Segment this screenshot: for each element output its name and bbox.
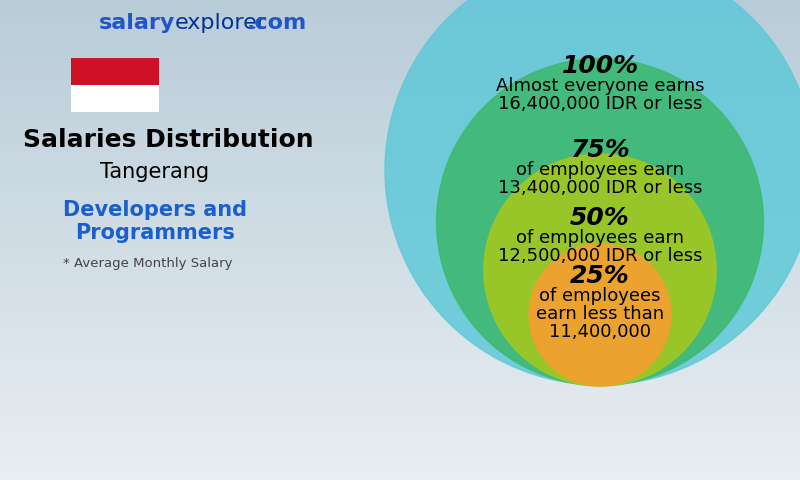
FancyBboxPatch shape [0, 336, 800, 344]
Text: 25%: 25% [570, 264, 630, 288]
FancyBboxPatch shape [0, 288, 800, 296]
Circle shape [385, 0, 800, 385]
FancyBboxPatch shape [0, 200, 800, 208]
FancyBboxPatch shape [0, 63, 800, 72]
Text: salary: salary [98, 13, 175, 33]
FancyBboxPatch shape [0, 375, 800, 384]
FancyBboxPatch shape [0, 231, 800, 240]
FancyBboxPatch shape [0, 24, 800, 32]
FancyBboxPatch shape [0, 432, 800, 440]
FancyBboxPatch shape [0, 447, 800, 456]
Text: 16,400,000 IDR or less: 16,400,000 IDR or less [498, 95, 702, 113]
FancyBboxPatch shape [0, 224, 800, 232]
Text: of employees earn: of employees earn [516, 161, 684, 179]
Text: 50%: 50% [570, 206, 630, 230]
FancyBboxPatch shape [0, 104, 800, 112]
FancyBboxPatch shape [0, 303, 800, 312]
FancyBboxPatch shape [0, 216, 800, 224]
FancyBboxPatch shape [0, 15, 800, 24]
FancyBboxPatch shape [0, 96, 800, 104]
Text: Salaries Distribution: Salaries Distribution [22, 128, 314, 152]
FancyBboxPatch shape [0, 368, 800, 376]
FancyBboxPatch shape [0, 296, 800, 304]
FancyBboxPatch shape [0, 351, 800, 360]
FancyBboxPatch shape [0, 87, 800, 96]
FancyBboxPatch shape [0, 255, 800, 264]
Text: earn less than: earn less than [536, 305, 664, 323]
FancyBboxPatch shape [0, 120, 800, 128]
FancyBboxPatch shape [0, 416, 800, 424]
FancyBboxPatch shape [0, 168, 800, 176]
FancyBboxPatch shape [0, 183, 800, 192]
FancyBboxPatch shape [0, 399, 800, 408]
FancyBboxPatch shape [0, 144, 800, 152]
FancyBboxPatch shape [0, 320, 800, 328]
Text: 75%: 75% [570, 138, 630, 162]
Text: Almost everyone earns: Almost everyone earns [496, 77, 704, 95]
Text: of employees earn: of employees earn [516, 229, 684, 247]
FancyBboxPatch shape [0, 279, 800, 288]
FancyBboxPatch shape [0, 456, 800, 464]
FancyBboxPatch shape [0, 327, 800, 336]
FancyBboxPatch shape [0, 384, 800, 392]
FancyBboxPatch shape [0, 464, 800, 472]
FancyBboxPatch shape [0, 128, 800, 136]
Text: Developers and: Developers and [63, 200, 247, 220]
FancyBboxPatch shape [0, 392, 800, 400]
Circle shape [484, 154, 716, 386]
FancyBboxPatch shape [0, 240, 800, 248]
FancyBboxPatch shape [0, 39, 800, 48]
FancyBboxPatch shape [0, 344, 800, 352]
FancyBboxPatch shape [0, 152, 800, 160]
FancyBboxPatch shape [0, 48, 800, 56]
FancyBboxPatch shape [0, 159, 800, 168]
FancyBboxPatch shape [0, 264, 800, 272]
Text: .com: .com [247, 13, 307, 33]
FancyBboxPatch shape [0, 272, 800, 280]
Circle shape [529, 244, 671, 386]
FancyBboxPatch shape [0, 471, 800, 480]
FancyBboxPatch shape [0, 135, 800, 144]
Circle shape [437, 59, 763, 385]
Text: explorer: explorer [175, 13, 267, 33]
FancyBboxPatch shape [0, 440, 800, 448]
FancyBboxPatch shape [0, 423, 800, 432]
FancyBboxPatch shape [0, 80, 800, 88]
FancyBboxPatch shape [0, 360, 800, 368]
FancyBboxPatch shape [0, 408, 800, 416]
Text: 100%: 100% [562, 54, 638, 78]
FancyBboxPatch shape [0, 56, 800, 64]
Text: Tangerang: Tangerang [101, 162, 210, 182]
Text: 13,400,000 IDR or less: 13,400,000 IDR or less [498, 179, 702, 197]
FancyBboxPatch shape [0, 312, 800, 320]
Text: 12,500,000 IDR or less: 12,500,000 IDR or less [498, 247, 702, 265]
Text: * Average Monthly Salary: * Average Monthly Salary [63, 256, 233, 269]
Text: Programmers: Programmers [75, 223, 235, 243]
FancyBboxPatch shape [71, 58, 159, 85]
FancyBboxPatch shape [0, 192, 800, 200]
FancyBboxPatch shape [0, 207, 800, 216]
Text: 11,400,000: 11,400,000 [549, 323, 651, 341]
FancyBboxPatch shape [0, 72, 800, 80]
FancyBboxPatch shape [0, 0, 800, 8]
FancyBboxPatch shape [0, 176, 800, 184]
Text: of employees: of employees [539, 287, 661, 305]
FancyBboxPatch shape [0, 248, 800, 256]
FancyBboxPatch shape [0, 111, 800, 120]
FancyBboxPatch shape [0, 32, 800, 40]
FancyBboxPatch shape [0, 8, 800, 16]
FancyBboxPatch shape [71, 85, 159, 112]
